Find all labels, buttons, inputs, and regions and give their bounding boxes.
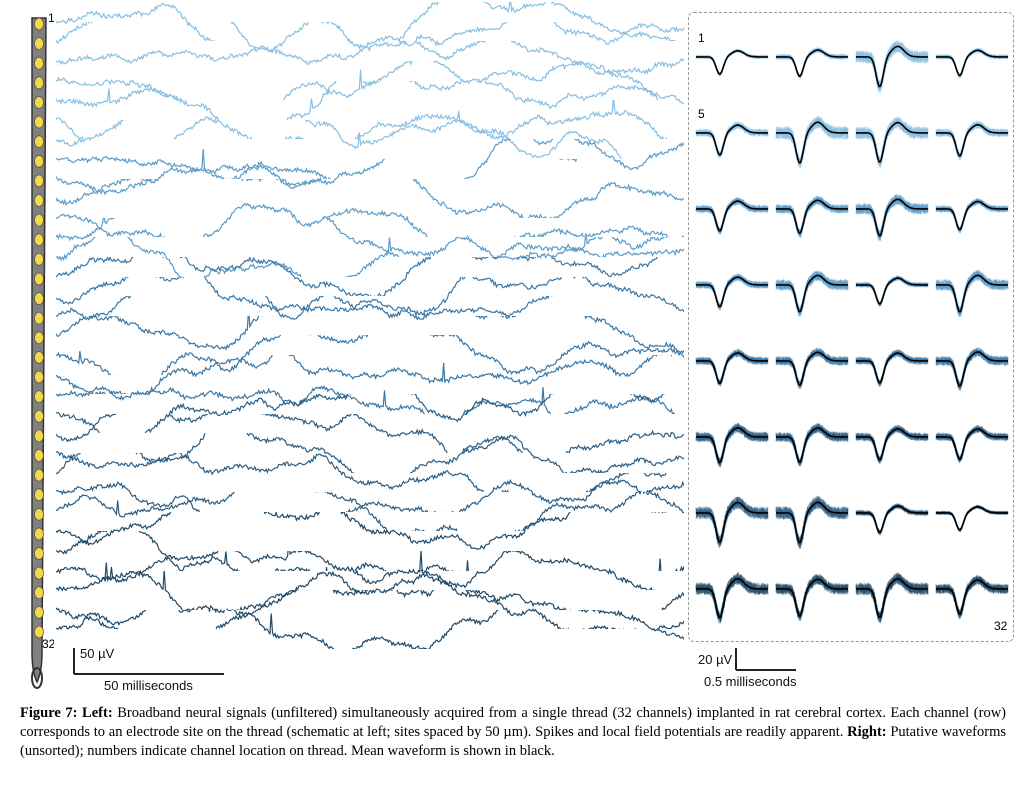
waveform-cell <box>772 104 852 180</box>
electrode-site <box>35 371 44 383</box>
electrode-site <box>35 351 44 363</box>
electrode-site <box>35 96 44 108</box>
electrode-site <box>35 587 44 599</box>
electrode-site <box>35 293 44 305</box>
electrode-site <box>35 332 44 344</box>
waveform-cell <box>852 28 932 104</box>
waveform-cell: 5 <box>692 104 772 180</box>
probe-bottom-label: 32 <box>42 637 54 651</box>
electrode-site <box>35 253 44 265</box>
waveform-cell <box>852 484 932 560</box>
electrode-site <box>35 38 44 50</box>
waveform-cell: 1 <box>692 28 772 104</box>
electrode-site <box>35 606 44 618</box>
electrode-site <box>35 312 44 324</box>
waveform-cell <box>932 180 1012 256</box>
waveforms-panel: 1532 <box>688 12 1014 642</box>
electrode-site <box>35 391 44 403</box>
electrode-site <box>35 77 44 89</box>
waveform-channel-label: 1 <box>698 31 705 45</box>
waveform-cell <box>932 28 1012 104</box>
waveform-cell <box>692 408 772 484</box>
waveform-cell <box>772 332 852 408</box>
waveform-cell <box>852 408 932 484</box>
waveform-cell <box>932 484 1012 560</box>
electrode-site <box>35 214 44 226</box>
waveform-cell <box>852 560 932 636</box>
electrode-site <box>35 410 44 422</box>
probe-schematic: 1 32 <box>20 12 54 694</box>
left-scale-bar: 50 µV 50 milliseconds <box>56 644 356 694</box>
electrode-site <box>35 273 44 285</box>
waveform-cell <box>852 332 932 408</box>
waveform-cell <box>932 104 1012 180</box>
figure-caption: Figure 7: Left: Broadband neural signals… <box>20 704 1006 761</box>
electrode-site <box>35 175 44 187</box>
electrode-site <box>35 548 44 560</box>
waveform-cell <box>852 256 932 332</box>
waveform-cell <box>692 332 772 408</box>
waveform-cell <box>932 256 1012 332</box>
electrode-site <box>35 469 44 481</box>
waveform-cell <box>852 104 932 180</box>
waveform-cell <box>932 408 1012 484</box>
electrode-site <box>35 508 44 520</box>
traces-panel <box>56 12 684 642</box>
waveform-cell: 32 <box>932 560 1012 636</box>
figure-panel: 1 32 50 µV 50 milliseconds 1 5 32 20 µV 0.5 m… <box>20 12 1010 694</box>
waveform-cell <box>772 28 852 104</box>
waveform-cell <box>692 560 772 636</box>
waveform-cell <box>772 484 852 560</box>
electrode-site <box>35 489 44 501</box>
waveform-cell <box>772 180 852 256</box>
electrode-site <box>35 449 44 461</box>
electrode-site <box>35 18 44 30</box>
electrode-site <box>35 234 44 246</box>
probe-top-label: 1 <box>48 12 54 25</box>
waveform-cell <box>692 256 772 332</box>
electrode-site <box>35 116 44 128</box>
left-scale-x-label: 50 milliseconds <box>104 678 193 693</box>
waveform-cell <box>852 180 932 256</box>
electrode-site <box>35 567 44 579</box>
electrode-site <box>35 136 44 148</box>
waveform-cell <box>932 332 1012 408</box>
electrode-site <box>35 155 44 167</box>
waveform-channel-label: 32 <box>994 619 1008 633</box>
right-scale-x-label: 0.5 milliseconds <box>704 674 797 689</box>
waveform-cell <box>772 256 852 332</box>
electrode-site <box>35 430 44 442</box>
waveform-cell <box>692 180 772 256</box>
waveform-cell <box>772 408 852 484</box>
waveform-cell <box>692 484 772 560</box>
electrode-site <box>35 57 44 69</box>
right-scale-bar: 20 µV 0.5 milliseconds <box>688 644 1014 694</box>
waveform-cell <box>772 560 852 636</box>
left-scale-y-label: 50 µV <box>80 646 115 661</box>
waveform-channel-label: 5 <box>698 107 705 121</box>
right-scale-y-label: 20 µV <box>698 652 733 667</box>
electrode-site <box>35 195 44 207</box>
electrode-site <box>35 528 44 540</box>
